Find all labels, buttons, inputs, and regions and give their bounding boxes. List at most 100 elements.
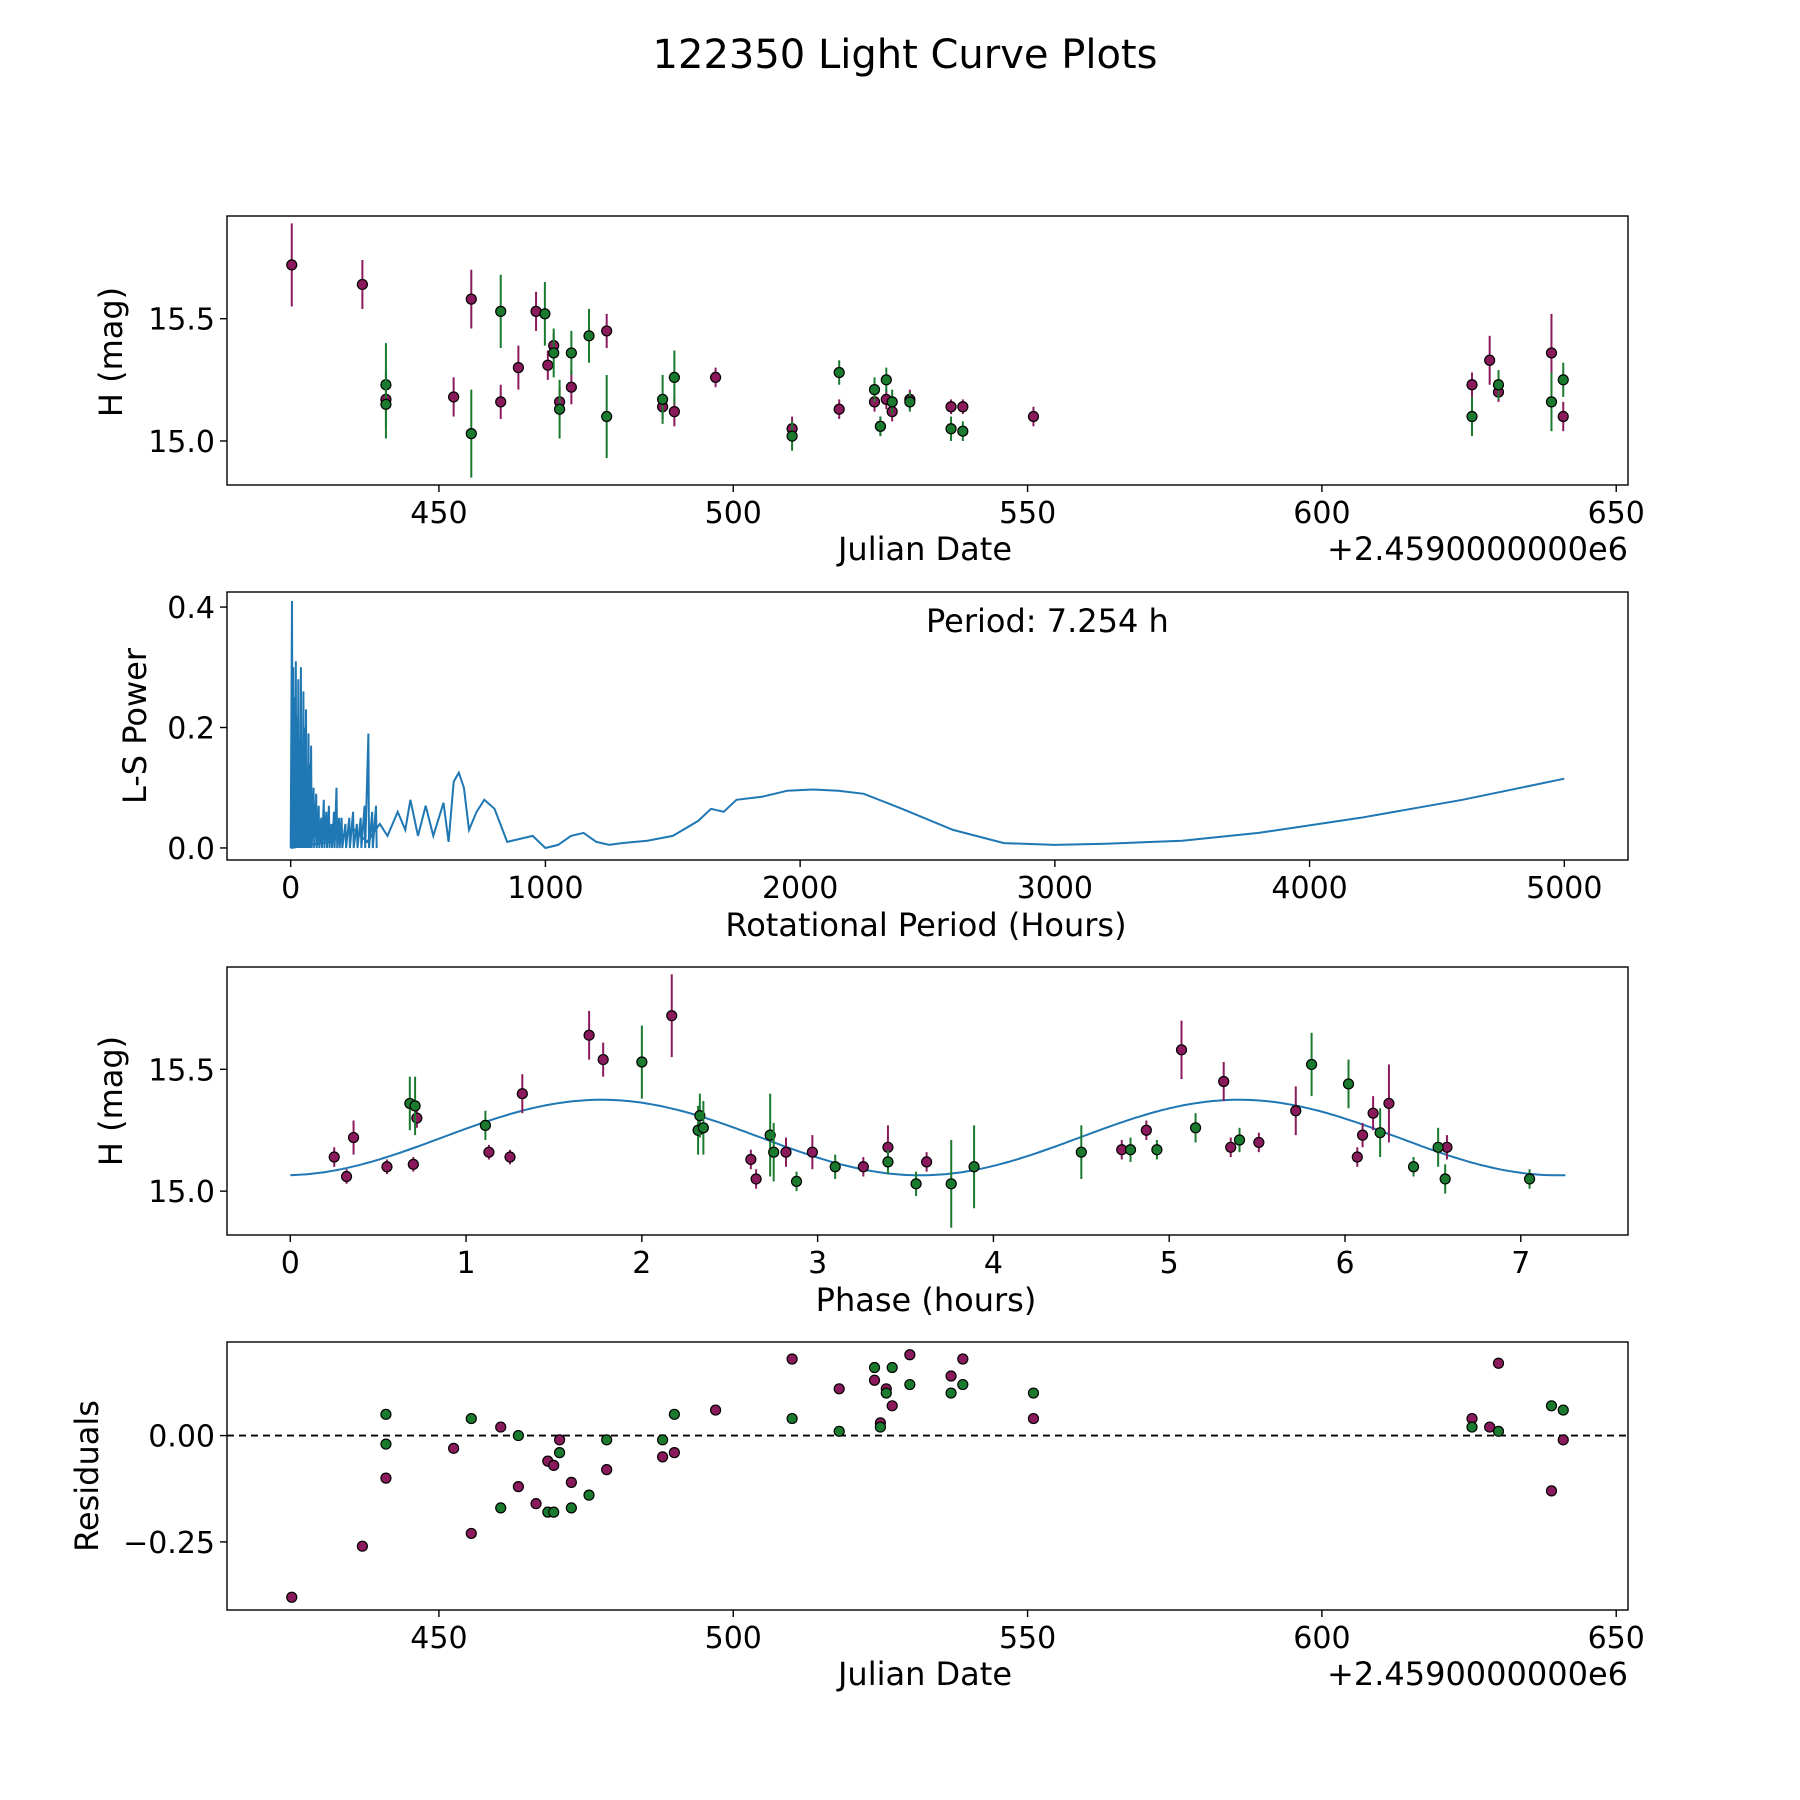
x-tick-label: 1000 xyxy=(507,871,583,906)
data-point-green xyxy=(968,1161,980,1173)
data-point-purple xyxy=(945,401,957,413)
data-point-green xyxy=(1557,1404,1569,1416)
data-point-green xyxy=(833,366,845,379)
data-point-purple xyxy=(1356,1129,1369,1141)
data-point-green xyxy=(882,1156,894,1168)
data-point-green xyxy=(601,410,613,423)
panel-phase-fold: H (mag) Phase (hours) 0 1 2 3 4 5 6 7 15.0 15.5 xyxy=(92,966,1629,1319)
panel-residuals-plot-area xyxy=(227,1349,1628,1603)
sinusoid-fit-curve xyxy=(290,1098,1566,1177)
data-point-green xyxy=(1492,1425,1505,1437)
data-point-green xyxy=(583,1489,595,1501)
data-point-purple xyxy=(1484,1421,1496,1433)
y-tick-label: −0.25 xyxy=(123,1526,215,1561)
data-point-purple xyxy=(1557,410,1569,423)
panel-phase-fold-xlabel: Phase (hours) xyxy=(816,1281,1037,1319)
data-point-green xyxy=(380,398,392,410)
data-point-green xyxy=(465,428,477,440)
data-point-green xyxy=(694,1110,706,1122)
x-tick-label: 1 xyxy=(457,1246,476,1281)
data-point-purple xyxy=(904,1349,916,1361)
data-point-green xyxy=(880,374,892,386)
data-point-purple xyxy=(1492,1357,1505,1369)
data-point-purple xyxy=(1175,1044,1188,1056)
data-point-purple xyxy=(512,1481,524,1493)
data-point-green xyxy=(945,1387,957,1399)
data-point-purple xyxy=(381,1161,393,1173)
y-tick-label: 0.0 xyxy=(167,832,215,867)
data-point-green xyxy=(764,1129,776,1141)
panel-periodogram-plot-area xyxy=(289,600,1565,850)
data-point-green xyxy=(601,1434,613,1446)
data-point-green xyxy=(1124,1144,1137,1156)
x-tick-label: 4 xyxy=(984,1246,1003,1281)
figure-title: 122350 Light Curve Plots xyxy=(653,32,1158,78)
data-point-purple xyxy=(597,1053,609,1066)
data-point-green xyxy=(1545,396,1558,408)
panel-light-curve-x-offset: +2.4590000000e6 xyxy=(1327,530,1628,568)
x-tick-label: 7 xyxy=(1511,1246,1530,1281)
panel-residuals-xlabel: Julian Date xyxy=(836,1655,1012,1693)
data-point-green xyxy=(829,1161,841,1173)
data-point-purple xyxy=(548,1459,560,1471)
data-point-purple xyxy=(709,371,722,383)
data-point-purple xyxy=(833,403,845,415)
data-point-purple xyxy=(340,1170,353,1183)
data-point-purple xyxy=(601,1464,613,1476)
data-point-green xyxy=(1492,379,1505,391)
data-point-purple xyxy=(1351,1151,1363,1163)
data-point-purple xyxy=(657,1451,669,1463)
x-tick-label: 0 xyxy=(281,871,300,906)
data-point-green xyxy=(553,1447,566,1459)
x-tick-label: 6 xyxy=(1335,1246,1354,1281)
period-annotation: Period: 7.254 h xyxy=(926,602,1169,640)
x-tick-label: 5000 xyxy=(1526,871,1602,906)
data-point-purple xyxy=(356,1540,368,1552)
panel-residuals: Residuals Julian Date +2.4590000000e6 45… xyxy=(68,1341,1645,1693)
x-tick-label: 550 xyxy=(999,1621,1056,1656)
data-point-purple xyxy=(601,325,613,337)
data-point-green xyxy=(1151,1144,1163,1156)
data-point-purple xyxy=(921,1156,933,1168)
data-point-green xyxy=(1342,1078,1355,1090)
data-point-purple xyxy=(1253,1136,1265,1149)
panel-phase-fold-plot-area xyxy=(290,974,1566,1228)
data-point-green xyxy=(904,396,916,408)
data-point-purple xyxy=(448,1442,460,1454)
data-point-purple xyxy=(583,1029,595,1041)
data-point-green xyxy=(668,1408,680,1420)
data-point-green xyxy=(1374,1127,1386,1139)
data-point-green xyxy=(512,1429,524,1442)
panel-periodogram-frame xyxy=(226,591,1629,861)
data-point-green xyxy=(868,1361,881,1374)
data-point-green xyxy=(583,330,595,342)
y-tick-label: 15.5 xyxy=(148,303,215,338)
data-point-green xyxy=(886,1361,898,1374)
x-tick-label: 2 xyxy=(632,1246,651,1281)
data-point-purple xyxy=(411,1112,423,1124)
ls-power-curve xyxy=(290,770,1565,850)
x-tick-label: 3000 xyxy=(1017,871,1093,906)
data-point-purple xyxy=(668,1447,680,1459)
x-tick-label: 2000 xyxy=(762,871,838,906)
data-point-green xyxy=(409,1100,421,1112)
data-point-green xyxy=(786,1412,798,1425)
data-point-purple xyxy=(465,1527,477,1540)
data-point-green xyxy=(1432,1141,1444,1153)
panel-residuals-frame xyxy=(226,1341,1629,1611)
data-point-green xyxy=(886,396,898,408)
data-point-purple xyxy=(1367,1107,1379,1119)
data-point-green xyxy=(1545,1400,1558,1412)
data-point-purple xyxy=(512,362,524,374)
data-point-purple xyxy=(1466,379,1478,391)
data-point-green xyxy=(786,430,798,442)
y-tick-label: 0.4 xyxy=(167,591,215,626)
data-point-purple xyxy=(286,1591,298,1603)
x-tick-label: 500 xyxy=(705,1621,762,1656)
data-point-purple xyxy=(380,1472,392,1484)
data-point-green xyxy=(874,420,887,432)
data-point-green xyxy=(957,425,969,437)
data-point-purple xyxy=(407,1158,419,1170)
data-point-purple xyxy=(553,1434,566,1446)
data-point-purple xyxy=(516,1088,528,1100)
